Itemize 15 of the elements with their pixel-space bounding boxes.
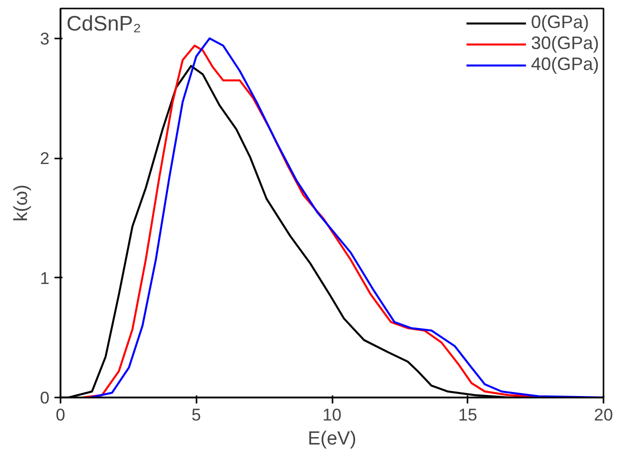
y-axis-title: k(ω) bbox=[11, 184, 32, 222]
y-tick-label: 2 bbox=[40, 149, 50, 168]
x-tick-label: 20 bbox=[594, 406, 613, 424]
legend-label: 40(GPa) bbox=[530, 54, 599, 75]
legend-label: 0(GPa) bbox=[530, 12, 589, 33]
x-tick-label: 5 bbox=[192, 406, 201, 424]
y-tick-label: 0 bbox=[40, 388, 50, 408]
x-tick-label: 15 bbox=[458, 406, 478, 424]
legend-label: 30(GPa) bbox=[530, 33, 599, 54]
chart-title: CdSnP₂ bbox=[66, 12, 142, 36]
x-axis-title: E(eV) bbox=[308, 428, 356, 450]
x-tick-label: 0 bbox=[56, 406, 66, 424]
y-tick-label: 1 bbox=[40, 268, 50, 288]
x-tick-label: 10 bbox=[322, 406, 342, 424]
y-tick-label: 3 bbox=[40, 29, 50, 48]
